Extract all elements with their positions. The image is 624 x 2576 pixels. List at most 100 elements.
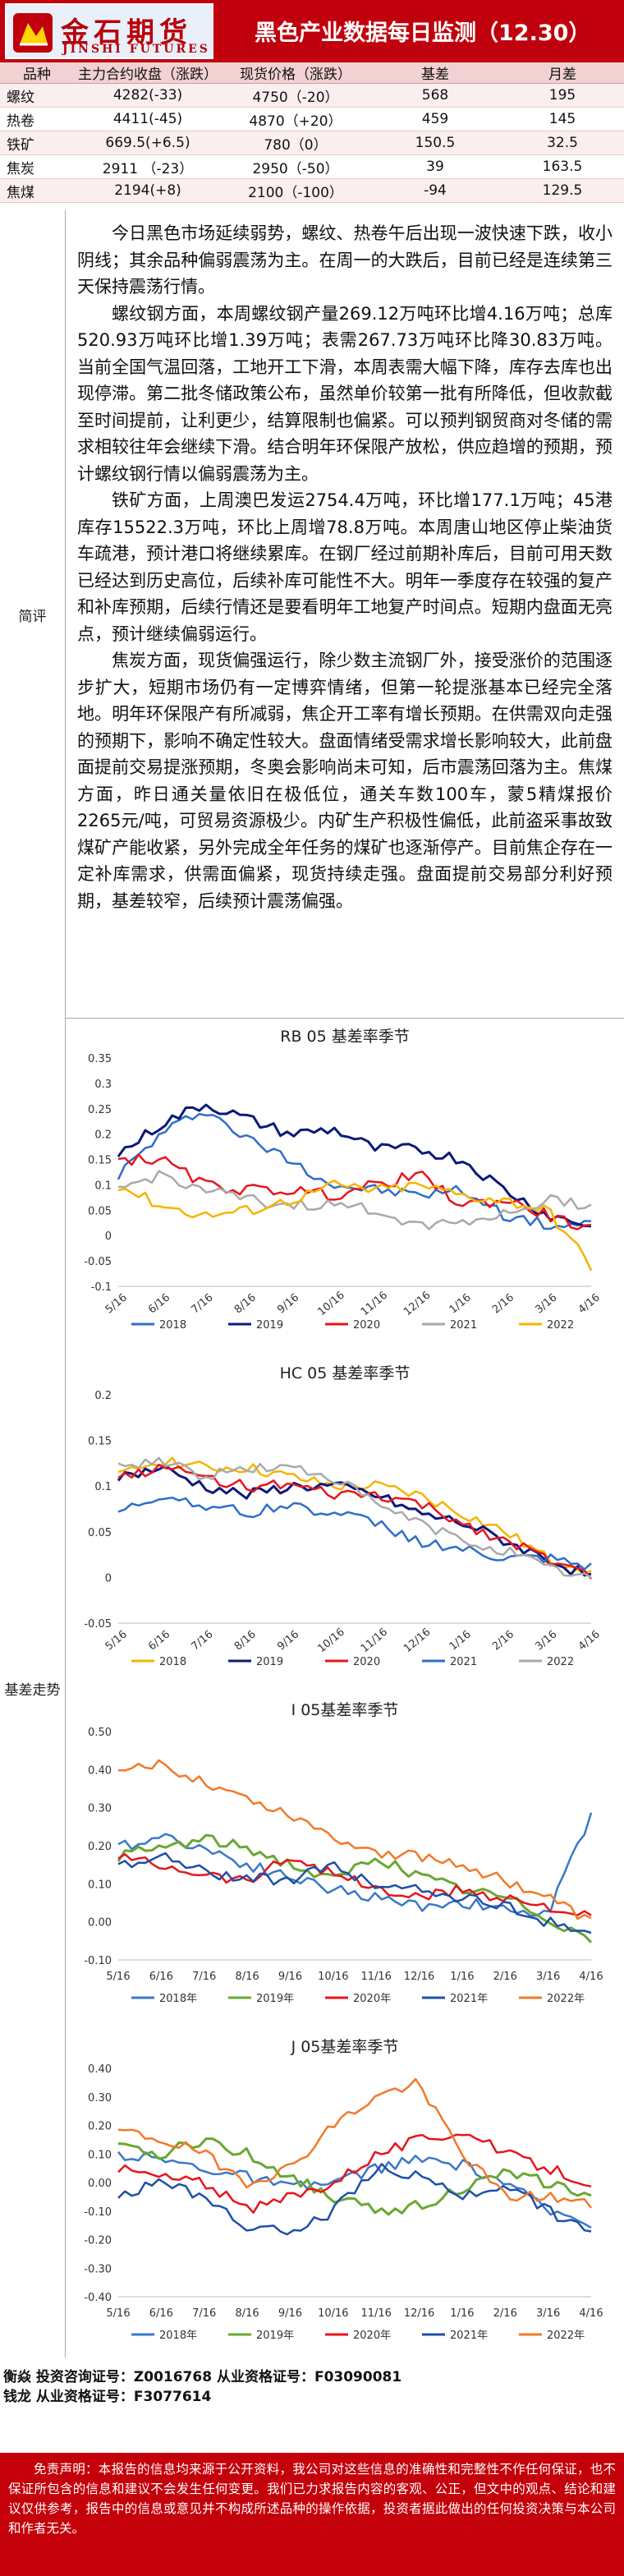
disclaimer: 免责声明：本报告的信息均来源于公开资料，我公司对这些信息的准确性和完整性不作任何… xyxy=(0,2453,624,2576)
series-line xyxy=(117,2133,592,2214)
table-cell: 669.5(+6.5) xyxy=(74,131,222,155)
logo-english-text: JINSHI FUTURES xyxy=(62,43,210,56)
x-tick-label: 2/16 xyxy=(493,1971,517,1983)
y-tick-label: 0.00 xyxy=(88,1917,112,1930)
x-tick-label: 8/16 xyxy=(232,1628,259,1653)
price-table: 品种 主力合约收盘（涨跌） 现货价格（涨跌） 基差 月差 螺纹 4282(-33… xyxy=(0,62,624,203)
x-tick-label: 4/16 xyxy=(579,1971,603,1983)
legend-label: 2021 xyxy=(450,1319,477,1332)
y-tick-label: 0.40 xyxy=(88,2063,112,2076)
table-cell: 焦炭 xyxy=(0,154,74,179)
x-tick-label: 11/16 xyxy=(360,1971,391,1983)
x-tick-label: 11/16 xyxy=(360,2307,391,2320)
series-line xyxy=(117,2163,592,2236)
series-line xyxy=(117,1812,593,1917)
legend-label: 2021年 xyxy=(450,1993,488,2005)
table-cell: 4282(-33) xyxy=(74,83,222,108)
x-tick-label: 4/16 xyxy=(576,1291,603,1316)
x-tick-label: 10/16 xyxy=(315,1626,346,1656)
y-tick-label: 0.25 xyxy=(88,1104,112,1116)
legend-label: 2019 xyxy=(256,1656,283,1668)
table-cell: 145 xyxy=(501,107,624,131)
table-header-row: 品种 主力合约收盘（涨跌） 现货价格（涨跌） 基差 月差 xyxy=(0,62,624,84)
table-cell: -94 xyxy=(369,178,501,203)
x-tick-label: 11/16 xyxy=(359,1290,390,1319)
series-line xyxy=(117,1853,592,1916)
x-tick-label: 7/16 xyxy=(189,1628,215,1653)
analyst-contact: 衡焱 投资咨询证号：Z0016768 从业资格证号：F03090081 钱龙 从… xyxy=(0,2362,624,2410)
x-tick-label: 7/16 xyxy=(192,1971,216,1983)
y-tick-label: -0.1 xyxy=(91,1281,112,1294)
analyst-line: 钱龙 从业资格证号：F3077614 xyxy=(3,2389,212,2405)
legend-label: 2022 xyxy=(547,1656,574,1668)
table-row: 螺纹 4282(-33) 4750（-20） 568 195 xyxy=(0,83,624,108)
analyst-line: 衡焱 投资咨询证号：Z0016768 从业资格证号：F03090081 xyxy=(3,2369,402,2385)
series-line xyxy=(117,1496,592,1571)
legend-label: 2018 xyxy=(159,1319,186,1332)
table-cell: 459 xyxy=(369,107,501,131)
table-cell: 铁矿 xyxy=(0,131,74,155)
x-tick-label: 6/16 xyxy=(146,1628,172,1653)
x-tick-label: 2/16 xyxy=(490,1628,516,1653)
x-tick-label: 12/16 xyxy=(404,1971,434,1983)
y-tick-label: 0.10 xyxy=(88,1879,112,1891)
x-tick-label: 1/16 xyxy=(450,2307,474,2320)
x-tick-label: 1/16 xyxy=(447,1291,474,1316)
y-tick-label: 0.2 xyxy=(94,1129,112,1142)
y-tick-label: 0.00 xyxy=(88,2178,112,2190)
legend-label: 2019 xyxy=(256,1319,283,1332)
x-tick-label: 2/16 xyxy=(493,2307,517,2320)
legend-label: 2020 xyxy=(353,1656,380,1668)
chart-title: RB 05 基差率季节 xyxy=(280,1028,410,1046)
legend-label: 2021 xyxy=(450,1656,477,1668)
x-tick-label: 8/16 xyxy=(235,2307,259,2320)
y-tick-label: 0.10 xyxy=(88,2149,112,2161)
chart-title: HC 05 基差率季节 xyxy=(280,1364,411,1382)
x-tick-label: 5/16 xyxy=(106,1971,130,1983)
series-line xyxy=(117,1833,593,1944)
logo-chinese-text: 金石期货 xyxy=(61,16,192,49)
x-tick-label: 3/16 xyxy=(536,1971,560,1983)
x-tick-label: 7/16 xyxy=(189,1291,215,1316)
company-logo: 金石期货 JINSHI FUTURES xyxy=(5,3,213,59)
table-cell: 150.5 xyxy=(369,131,501,155)
table-row: 铁矿 669.5(+6.5) 780（0） 150.5 32.5 xyxy=(0,131,624,155)
y-tick-label: -0.40 xyxy=(84,2292,112,2304)
table-cell: 32.5 xyxy=(501,131,624,155)
table-cell: 焦煤 xyxy=(0,178,74,203)
logo-mark-icon xyxy=(13,13,53,53)
column-header: 基差 xyxy=(369,62,501,84)
table-cell: 195 xyxy=(501,83,624,108)
series-line xyxy=(117,2150,592,2229)
legend-label: 2019年 xyxy=(256,2330,294,2342)
y-tick-label: -0.10 xyxy=(84,1955,112,1967)
chart-svg: HC 05 基差率季节 0.2 0.15 0.1 0.05 0 -0.055/16 6/16 7… xyxy=(84,1364,603,1668)
x-tick-label: 8/16 xyxy=(235,1971,259,1983)
x-tick-label: 10/16 xyxy=(318,2307,348,2320)
legend-label: 2020 xyxy=(353,1319,380,1332)
series-line xyxy=(117,1463,592,1580)
y-tick-label: -0.30 xyxy=(84,2263,112,2275)
x-tick-label: 4/16 xyxy=(579,2307,603,2320)
legend-label: 2021年 xyxy=(450,2330,488,2342)
y-tick-label: 0.20 xyxy=(88,1841,112,1853)
x-tick-label: 5/16 xyxy=(103,1628,130,1653)
comment-label: 简评 xyxy=(0,210,66,1019)
commentary-paragraph: 焦炭方面，现货偏强运行，除少数主流钢厂外，接受涨价的范围逐步扩大，短期市场仍有一… xyxy=(77,651,613,911)
chart-title: I 05基差率季节 xyxy=(291,1701,399,1719)
series-line xyxy=(117,1103,592,1228)
table-row: 焦炭 2911 （-23） 2950（-50） 39 163.5 xyxy=(0,154,624,179)
y-tick-label: 0.30 xyxy=(88,2092,112,2104)
y-tick-label: 0 xyxy=(105,1572,112,1585)
table-cell: 568 xyxy=(369,83,501,108)
chart-title: J 05基差率季节 xyxy=(291,2038,399,2056)
series-line xyxy=(117,1153,592,1230)
table-cell: 2100（-100） xyxy=(222,178,369,203)
x-tick-label: 4/16 xyxy=(576,1628,603,1653)
legend-label: 2020年 xyxy=(353,2330,391,2342)
rb05-basis-chart: RB 05 基差率季节 0.35 0.3 0.25 0.2 0.15 0.1 0.05 0 -0.… xyxy=(66,1019,624,1347)
y-tick-label: 0.30 xyxy=(88,1803,112,1815)
y-tick-label: 0.3 xyxy=(94,1079,112,1091)
x-tick-label: 10/16 xyxy=(318,1971,348,1983)
x-tick-label: 12/16 xyxy=(401,1626,433,1656)
